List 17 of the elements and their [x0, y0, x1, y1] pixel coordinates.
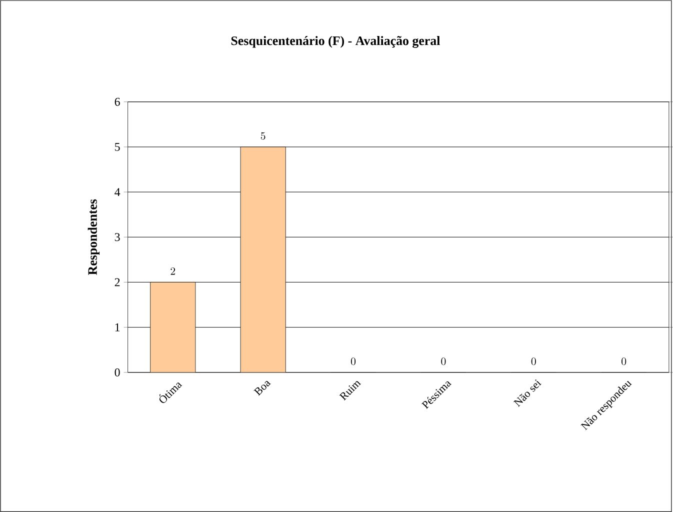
x-tick-label: Boa	[254, 380, 271, 396]
y-tick-label: 5	[115, 142, 120, 151]
y-tick-label: 3	[114, 233, 120, 242]
y-tick-label: 1	[115, 323, 120, 332]
data-label: 5	[260, 132, 266, 140]
y-tick-label: 2	[114, 278, 120, 286]
data-label: 0	[531, 358, 536, 366]
data-label: 0	[350, 358, 356, 366]
y-tick-label: 4	[114, 188, 120, 196]
x-tick-label: Não sei	[513, 380, 542, 407]
chart-title: Sesquicentenário (F) - Avaliação geral	[231, 36, 440, 48]
y-tick-label: 0	[114, 368, 120, 376]
y-axis-title: Respondentes	[88, 199, 100, 275]
data-label: 0	[622, 358, 626, 366]
data-label: 0	[441, 358, 446, 366]
data-label: 2	[170, 267, 176, 275]
y-tick-label: 6	[114, 98, 120, 106]
